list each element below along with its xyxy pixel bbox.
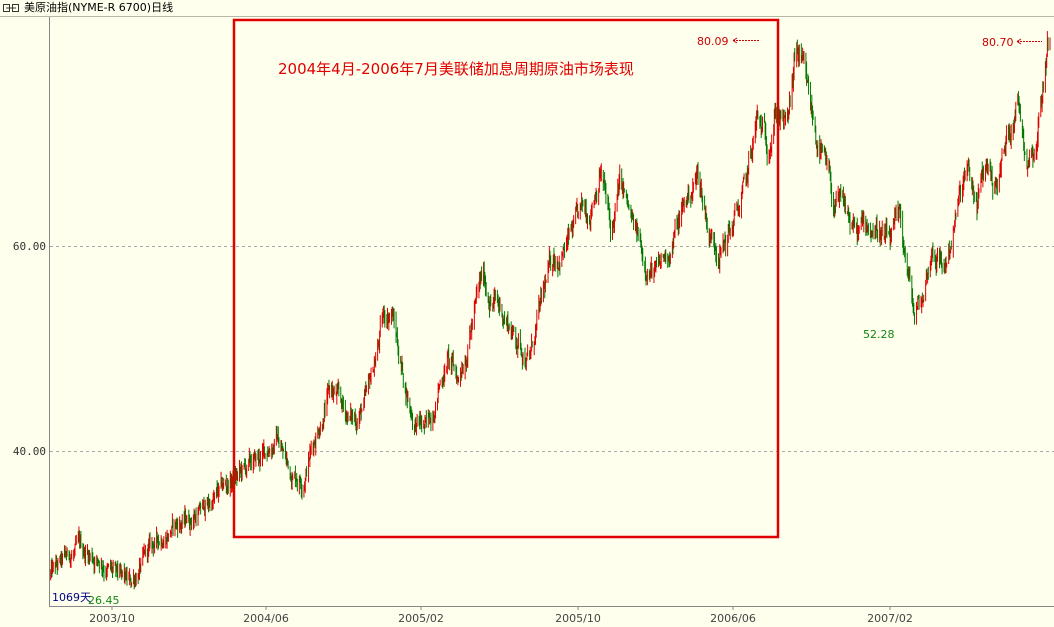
- price-bars: [50, 31, 1051, 590]
- days-count-label: 1069天: [52, 591, 91, 604]
- highlight-box-title: 2004年4月-2006年7月美联储加息周期原油市场表现: [278, 60, 634, 78]
- window-title: 美原油指(NYME-R 6700)日线: [24, 1, 174, 14]
- x-tick-label-2003-10: 2003/10: [89, 612, 135, 625]
- link-icon[interactable]: [3, 4, 19, 12]
- x-tick-label-2006-06: 2006/06: [710, 612, 756, 625]
- low-label-1: 52.28: [863, 328, 895, 341]
- x-tick-label-2005-10: 2005/10: [555, 612, 601, 625]
- high-arrowhead-2: [1016, 38, 1022, 45]
- y-tick-label-40: 40.00: [13, 445, 46, 458]
- high-label-1: 80.09: [697, 35, 729, 48]
- high-arrowhead-1: [732, 37, 738, 44]
- y-tick-label-60: 60.00: [13, 240, 46, 253]
- low-label-2: 26.45: [88, 594, 120, 607]
- x-axis-ticks: [111, 606, 891, 610]
- window-titlebar: 美原油指(NYME-R 6700)日线: [0, 0, 1054, 17]
- x-tick-label-2004-06: 2004/06: [243, 612, 289, 625]
- x-tick-label-2007-02: 2007/02: [867, 612, 913, 625]
- rate-hike-highlight-box: [232, 18, 780, 539]
- high-label-2: 80.70: [982, 36, 1014, 49]
- x-tick-label-2005-02: 2005/02: [398, 612, 444, 625]
